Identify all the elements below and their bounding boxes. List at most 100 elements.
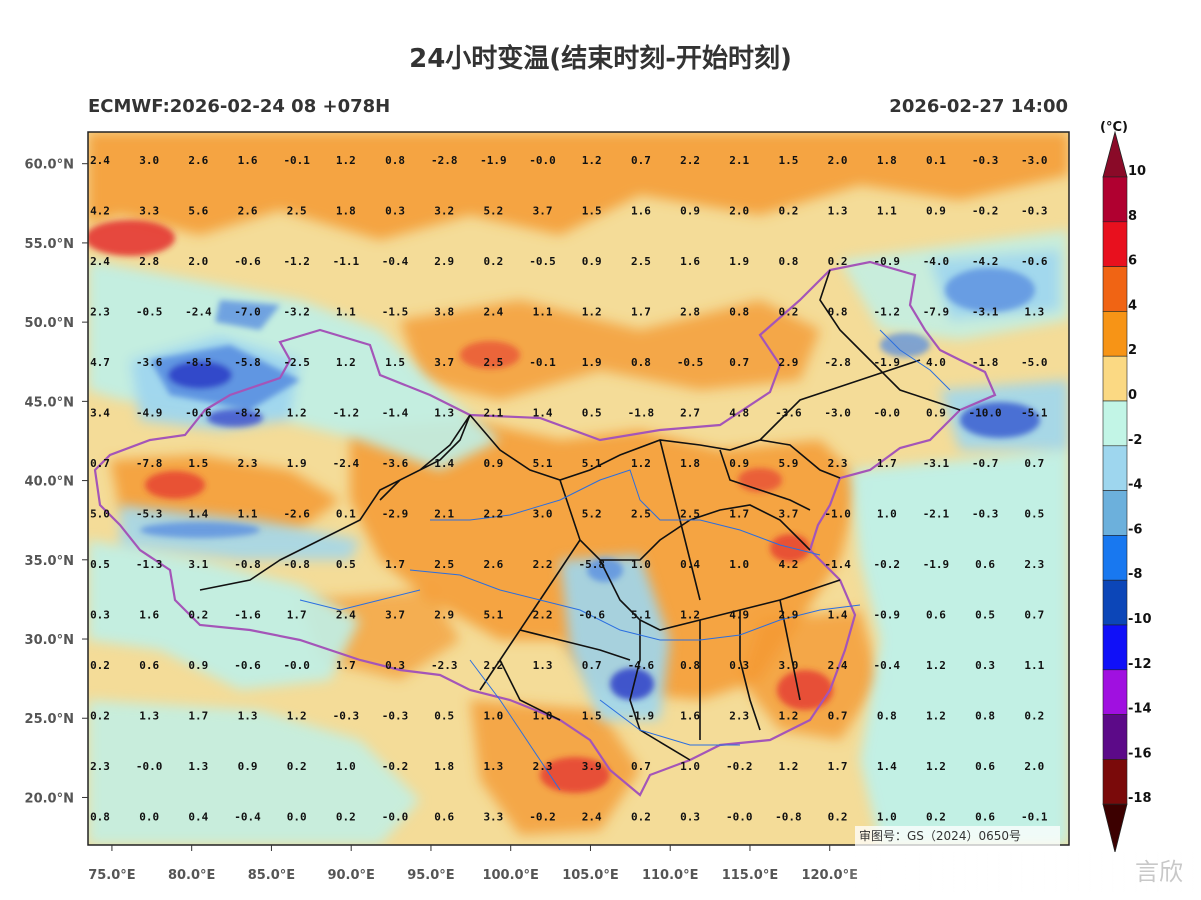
station-value: 2.6 (238, 205, 258, 218)
station-value: -1.8 (628, 407, 655, 420)
station-value: -3.0 (824, 407, 851, 420)
colorbar-label: 10 (1128, 164, 1146, 179)
station-value: -0.0 (726, 811, 753, 824)
station-value: 1.1 (877, 205, 897, 218)
station-value: 4.2 (90, 205, 110, 218)
station-value: -1.9 (874, 356, 901, 369)
station-value: 0.3 (680, 811, 700, 824)
station-value: 0.1 (336, 508, 356, 521)
station-value: -1.2 (874, 306, 901, 319)
station-value: 1.9 (287, 457, 307, 470)
station-value: 4.7 (90, 356, 110, 369)
station-value: 2.4 (90, 154, 110, 167)
station-value: -0.3 (972, 154, 999, 167)
station-value: 1.0 (631, 558, 651, 571)
station-value: -0.2 (529, 811, 556, 824)
station-value: 0.7 (828, 710, 848, 723)
station-value: 0.9 (680, 205, 700, 218)
lat-tick-label: 60.0°N (25, 158, 74, 173)
colorbar-label: 0 (1128, 388, 1137, 403)
station-value: 0.8 (90, 811, 110, 824)
station-value: 2.3 (729, 710, 749, 723)
station-value: 2.2 (680, 154, 700, 167)
station-value: -0.2 (382, 760, 409, 773)
station-value: 0.5 (582, 407, 602, 420)
station-value: 1.7 (828, 760, 848, 773)
lat-tick-label: 40.0°N (25, 475, 74, 490)
station-value: 1.6 (631, 205, 651, 218)
station-value: -3.2 (283, 306, 310, 319)
station-value: 0.9 (926, 407, 946, 420)
station-value: 0.8 (729, 306, 749, 319)
station-value: -0.9 (874, 609, 901, 622)
rivers (299, 329, 951, 791)
station-value: 0.7 (582, 659, 602, 672)
station-value: -0.9 (874, 255, 901, 268)
station-value: -1.2 (333, 407, 360, 420)
station-value: 2.5 (631, 255, 651, 268)
station-value: -2.6 (283, 508, 310, 521)
station-value: 0.4 (188, 811, 208, 824)
station-value: 1.7 (287, 609, 307, 622)
lat-tick-label: 30.0°N (25, 633, 74, 648)
colorbar-label: -16 (1128, 746, 1152, 761)
station-value: 4.0 (926, 356, 946, 369)
station-value: -0.5 (136, 306, 163, 319)
lon-tick-label: 90.0°E (327, 868, 374, 883)
station-value: 1.0 (533, 710, 553, 723)
station-value: 1.1 (1024, 659, 1044, 672)
colorbar-label: -8 (1128, 567, 1142, 582)
station-value: 3.7 (778, 508, 798, 521)
colorbar-label: -18 (1128, 791, 1152, 806)
station-value: 0.8 (975, 710, 995, 723)
station-value: 2.9 (434, 255, 454, 268)
lon-tick-label: 115.0°E (722, 868, 779, 883)
station-value: 2.5 (631, 508, 651, 521)
colorbar-segment (1102, 266, 1128, 312)
lat-tick-label: 50.0°N (25, 316, 74, 331)
station-value: 0.3 (90, 609, 110, 622)
station-value: 1.0 (877, 508, 897, 521)
lon-tick-label: 100.0°E (482, 868, 539, 883)
station-value: -4.0 (923, 255, 950, 268)
station-value: -1.1 (333, 255, 360, 268)
valid-time: 2026-02-27 14:00 (889, 96, 1068, 117)
station-value: -8.2 (234, 407, 261, 420)
red-spot-north-china (738, 468, 782, 492)
station-value: 1.4 (533, 407, 553, 420)
cyan-east-sea (850, 450, 1069, 845)
station-value: 0.2 (90, 710, 110, 723)
station-value: 1.2 (778, 760, 798, 773)
station-value: 0.0 (139, 811, 159, 824)
station-value: 1.4 (877, 760, 897, 773)
blue-mongolia-west (215, 300, 280, 330)
red-spot-guangxi (540, 757, 610, 793)
station-value: 5.2 (582, 508, 602, 521)
station-value: -0.6 (234, 659, 261, 672)
station-value: 3.3 (483, 811, 503, 824)
station-value: 3.0 (533, 508, 553, 521)
station-value: 5.1 (483, 609, 503, 622)
station-value: -3.6 (382, 457, 409, 470)
station-value: 1.1 (533, 306, 553, 319)
station-value: 2.4 (336, 609, 356, 622)
station-value: 1.5 (582, 710, 602, 723)
station-value: -1.8 (972, 356, 999, 369)
station-value: 5.1 (582, 457, 602, 470)
orange-mongolia (400, 300, 820, 400)
lon-tick-label: 80.0°E (168, 868, 215, 883)
station-value: -1.9 (628, 710, 655, 723)
station-value: -2.1 (923, 508, 950, 521)
station-value: 1.5 (385, 356, 405, 369)
station-value: 1.8 (434, 760, 454, 773)
blue-greater-khingan (880, 333, 930, 357)
station-value: 2.5 (287, 205, 307, 218)
colorbar-segment (1102, 355, 1128, 402)
colorbar-unit: (°C) (1100, 120, 1128, 135)
station-value: -0.2 (972, 205, 999, 218)
red-spot-inner-mongolia (460, 341, 520, 369)
station-value: 0.3 (385, 205, 405, 218)
station-value: 2.0 (188, 255, 208, 268)
station-value: 1.2 (287, 407, 307, 420)
